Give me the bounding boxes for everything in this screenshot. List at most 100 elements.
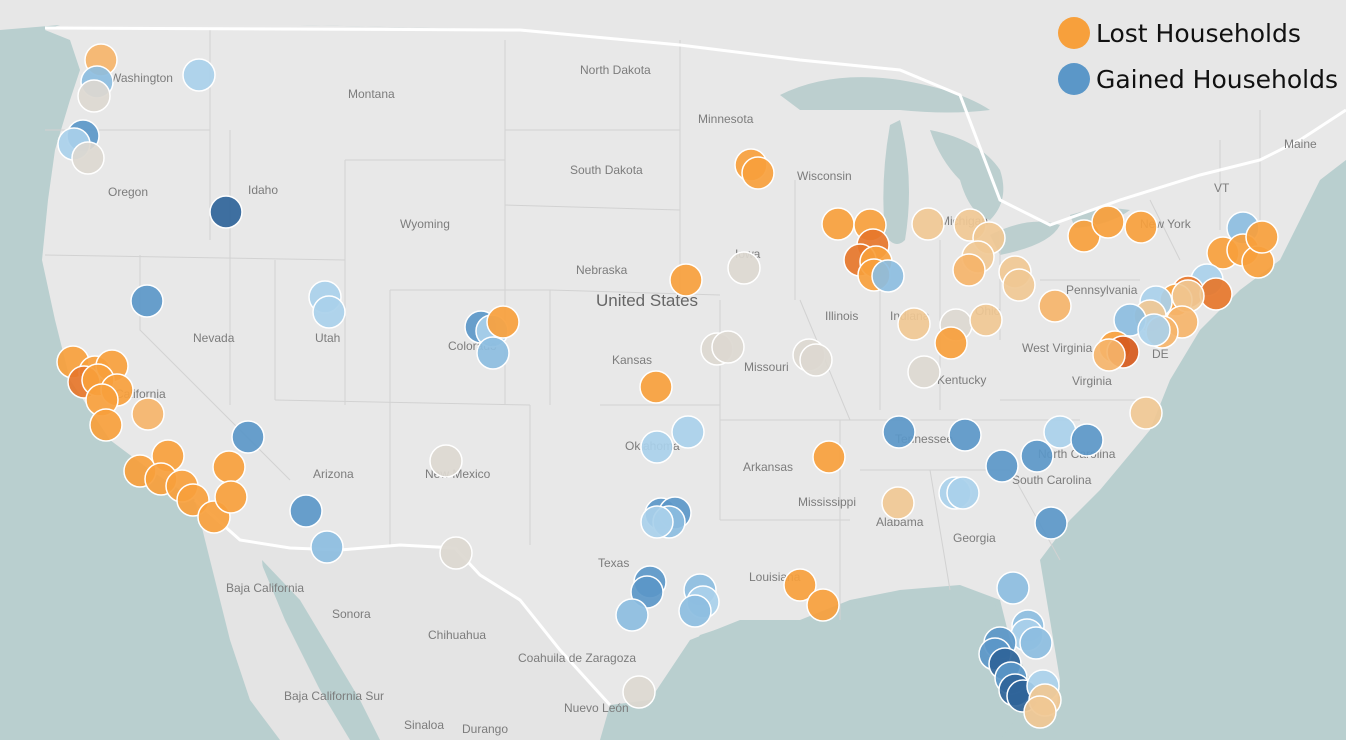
household-marker[interactable] (77, 79, 111, 113)
label-chihuahua: Chihuahua (428, 628, 486, 642)
household-marker[interactable] (897, 307, 931, 341)
household-marker[interactable] (1070, 423, 1104, 457)
household-marker[interactable] (911, 207, 945, 241)
household-marker[interactable] (711, 330, 745, 364)
household-marker[interactable] (131, 397, 165, 431)
household-marker[interactable] (1034, 506, 1068, 540)
household-marker[interactable] (727, 251, 761, 285)
household-marker[interactable] (622, 675, 656, 709)
household-marker[interactable] (212, 450, 246, 484)
label-sinaloa: Sinaloa (404, 718, 444, 732)
label-sonora: Sonora (332, 607, 371, 621)
gained-swatch-icon (1057, 63, 1090, 95)
label-south-carolina: South Carolina (1012, 473, 1092, 487)
household-markers[interactable] (56, 43, 1279, 729)
household-marker[interactable] (812, 440, 846, 474)
household-marker[interactable] (871, 259, 905, 293)
household-marker[interactable] (783, 568, 817, 602)
label-north-dakota: North Dakota (580, 63, 651, 77)
household-marker[interactable] (934, 326, 968, 360)
household-marker[interactable] (439, 536, 473, 570)
gulf-of-california (262, 560, 380, 740)
household-marker[interactable] (1091, 205, 1125, 239)
household-marker[interactable] (1023, 695, 1057, 729)
label-west-virginia: West Virginia (1022, 341, 1093, 355)
label-de: DE (1152, 347, 1169, 361)
label-virginia: Virginia (1072, 374, 1112, 388)
legend-item-gained[interactable]: Gained Households (1057, 56, 1338, 102)
baja-peninsula (215, 560, 345, 740)
household-marker[interactable] (486, 305, 520, 339)
household-marker[interactable] (1038, 289, 1072, 323)
household-marker[interactable] (71, 141, 105, 175)
lost-swatch-icon (1057, 17, 1090, 49)
label-texas: Texas (598, 556, 629, 570)
household-marker[interactable] (231, 420, 265, 454)
household-marker[interactable] (1092, 338, 1126, 372)
household-marker[interactable] (214, 480, 248, 514)
legend-item-lost[interactable]: Lost Households (1057, 10, 1338, 56)
label-georgia: Georgia (953, 531, 996, 545)
household-marker[interactable] (985, 449, 1019, 483)
household-marker[interactable] (806, 588, 840, 622)
household-marker[interactable] (130, 284, 164, 318)
label-kentucky: Kentucky (937, 373, 986, 387)
household-marker[interactable] (1137, 313, 1171, 347)
household-marker[interactable] (429, 444, 463, 478)
household-marker[interactable] (952, 253, 986, 287)
household-marker[interactable] (1124, 210, 1158, 244)
household-marker[interactable] (948, 418, 982, 452)
label-durango: Durango (462, 722, 508, 736)
label-baja-california-sur: Baja California Sur (284, 689, 384, 703)
international-border (44, 26, 1346, 707)
label-nebraska: Nebraska (576, 263, 628, 277)
household-marker[interactable] (741, 156, 775, 190)
household-marker[interactable] (310, 530, 344, 564)
label-maine: Maine (1284, 137, 1317, 151)
label-utah: Utah (315, 331, 340, 345)
household-marker[interactable] (1245, 220, 1279, 254)
household-marker[interactable] (1002, 268, 1036, 302)
legend-label-lost: Lost Households (1095, 18, 1301, 48)
household-marker[interactable] (640, 430, 674, 464)
household-marker[interactable] (182, 58, 216, 92)
gulf-of-mexico (640, 590, 1030, 740)
household-marker[interactable] (969, 303, 1003, 337)
household-marker[interactable] (312, 295, 346, 329)
label-mississippi: Mississippi (798, 495, 856, 509)
household-marker[interactable] (640, 505, 674, 539)
household-marker[interactable] (678, 594, 712, 628)
household-marker[interactable] (476, 336, 510, 370)
label-nuevo-leon: Nuevo León (564, 701, 629, 715)
household-marker[interactable] (89, 408, 123, 442)
household-marker[interactable] (821, 207, 855, 241)
label-alabama: Alabama (876, 515, 924, 529)
household-marker[interactable] (669, 263, 703, 297)
label-pennsylvania: Pennsylvania (1066, 283, 1138, 297)
household-marker[interactable] (946, 476, 980, 510)
state-borders (44, 30, 1261, 620)
household-marker[interactable] (615, 598, 649, 632)
label-washington: Washington (110, 71, 173, 85)
household-marker[interactable] (639, 370, 673, 404)
household-marker[interactable] (1129, 396, 1163, 430)
household-marker[interactable] (882, 415, 916, 449)
household-marker[interactable] (209, 195, 243, 229)
label-south-dakota: South Dakota (570, 163, 643, 177)
household-marker[interactable] (1020, 439, 1054, 473)
household-marker[interactable] (1199, 277, 1233, 311)
household-marker[interactable] (289, 494, 323, 528)
label-country: United States (596, 291, 698, 310)
household-marker[interactable] (671, 415, 705, 449)
label-oregon: Oregon (108, 185, 148, 199)
household-marker[interactable] (799, 343, 833, 377)
label-kansas: Kansas (612, 353, 652, 367)
label-montana: Montana (348, 87, 395, 101)
household-marker[interactable] (907, 355, 941, 389)
household-marker[interactable] (996, 571, 1030, 605)
label-vt: VT (1214, 181, 1230, 195)
household-marker[interactable] (1019, 626, 1053, 660)
label-coahuila: Coahuila de Zaragoza (518, 651, 636, 665)
household-marker[interactable] (881, 486, 915, 520)
